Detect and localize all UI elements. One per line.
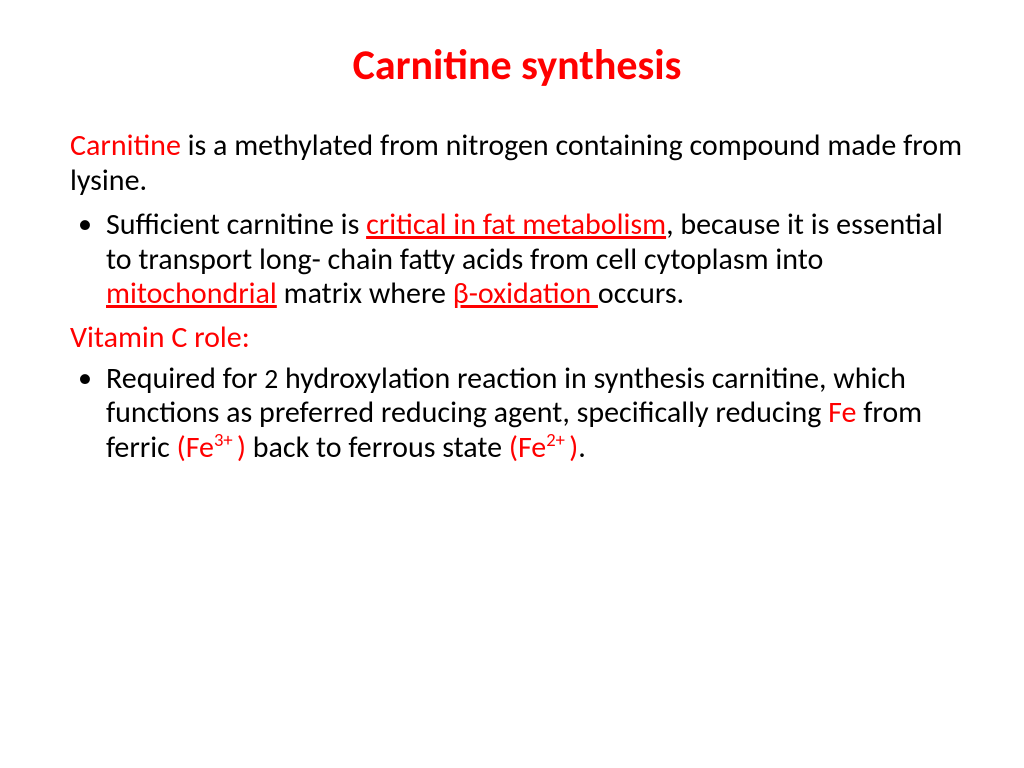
bullet1-b: critical in fat metabolism — [366, 206, 666, 243]
bullet2-g: . — [578, 429, 586, 466]
intro-paragraph: Carnitine is a methylated from nitrogen … — [70, 129, 964, 198]
bullet2-ferrous-open: (Fe — [509, 429, 546, 466]
bullet2-a: Required for — [106, 360, 264, 397]
bullet-list: Sufficient carnitine is critical in fat … — [70, 208, 964, 312]
intro-rest: is a methylated from nitrogen containing… — [70, 127, 962, 199]
vitamin-c-subhead: Vitamin C role: — [70, 320, 964, 356]
list-item: Sufficient carnitine is critical in fat … — [70, 208, 964, 312]
bullet2-ferrous-sup: 2+ — [546, 428, 569, 451]
bullet-list-2: Required for 2 hydroxylation reaction in… — [70, 362, 964, 466]
bullet2-ferric-close: ) — [237, 429, 246, 466]
bullet2-ferric-open: (Fe — [177, 429, 214, 466]
bullet2-ferric-sup: 3+ — [214, 428, 237, 451]
bullet1-g: occurs. — [598, 275, 684, 312]
bullet1-e: matrix where — [277, 275, 453, 312]
list-item: Required for 2 hydroxylation reaction in… — [70, 362, 964, 466]
slide-title: Carnitine synthesis — [70, 40, 964, 91]
bullet1-f: β-oxidation — [453, 275, 598, 312]
intro-lead: Carnitine — [70, 127, 181, 164]
bullet2-e: back to ferrous state — [246, 429, 509, 466]
bullet2-two: 2 — [264, 363, 278, 396]
bullet1-a: Sufficient carnitine is — [106, 206, 366, 243]
bullet2-ferrous-close: ) — [569, 429, 578, 466]
bullet2-fe: Fe — [828, 394, 856, 431]
bullet1-d: mitochondrial — [106, 275, 277, 312]
